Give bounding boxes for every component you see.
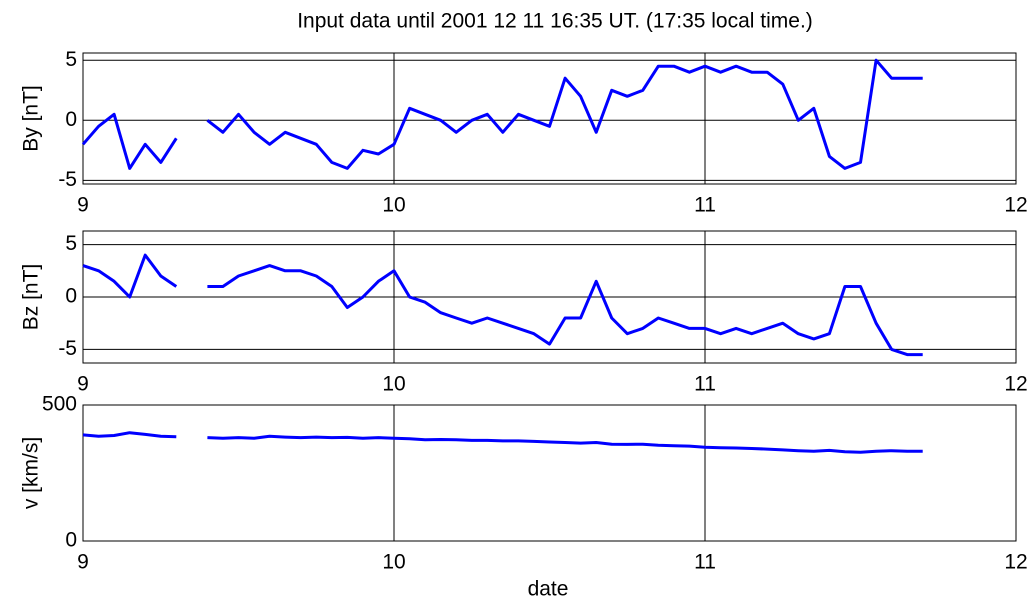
- y-axis-label: v [km/s]: [20, 437, 43, 509]
- data-line: [82, 253, 923, 357]
- y-tick-label: 0: [65, 108, 77, 131]
- y-tick-label: 5: [65, 48, 77, 71]
- x-tick-label: 11: [694, 551, 716, 574]
- y-axis-label: By [nT]: [20, 85, 43, 152]
- x-tick-label: 12: [1004, 194, 1027, 217]
- x-tick-label: 10: [382, 194, 405, 217]
- y-tick-label: -5: [58, 168, 77, 191]
- y-tick-label: 0: [65, 529, 77, 552]
- y-tick-label: 500: [42, 393, 77, 416]
- data-line: [82, 431, 923, 454]
- x-tick-label: 10: [382, 551, 405, 574]
- chart-title: Input data until 2001 12 11 16:35 UT. (1…: [297, 10, 813, 33]
- x-tick-label: 12: [1004, 551, 1027, 574]
- x-tick-label: 9: [77, 194, 89, 217]
- plot-frame: [82, 52, 1017, 185]
- x-tick-label: 9: [77, 551, 89, 574]
- y-axis-label: Bz [nT]: [20, 264, 43, 331]
- x-tick-label: 12: [1004, 373, 1027, 396]
- x-tick-label: 10: [382, 373, 405, 396]
- plot-frame: [82, 404, 1017, 542]
- data-line: [81, 58, 923, 170]
- x-tick-label: 11: [694, 194, 716, 217]
- y-tick-label: 0: [65, 285, 77, 308]
- y-tick-label: 5: [65, 232, 77, 255]
- x-tick-label: 11: [694, 373, 716, 396]
- x-axis-label: date: [528, 578, 569, 601]
- y-tick-label: -5: [58, 337, 77, 360]
- x-tick-label: 9: [77, 373, 89, 396]
